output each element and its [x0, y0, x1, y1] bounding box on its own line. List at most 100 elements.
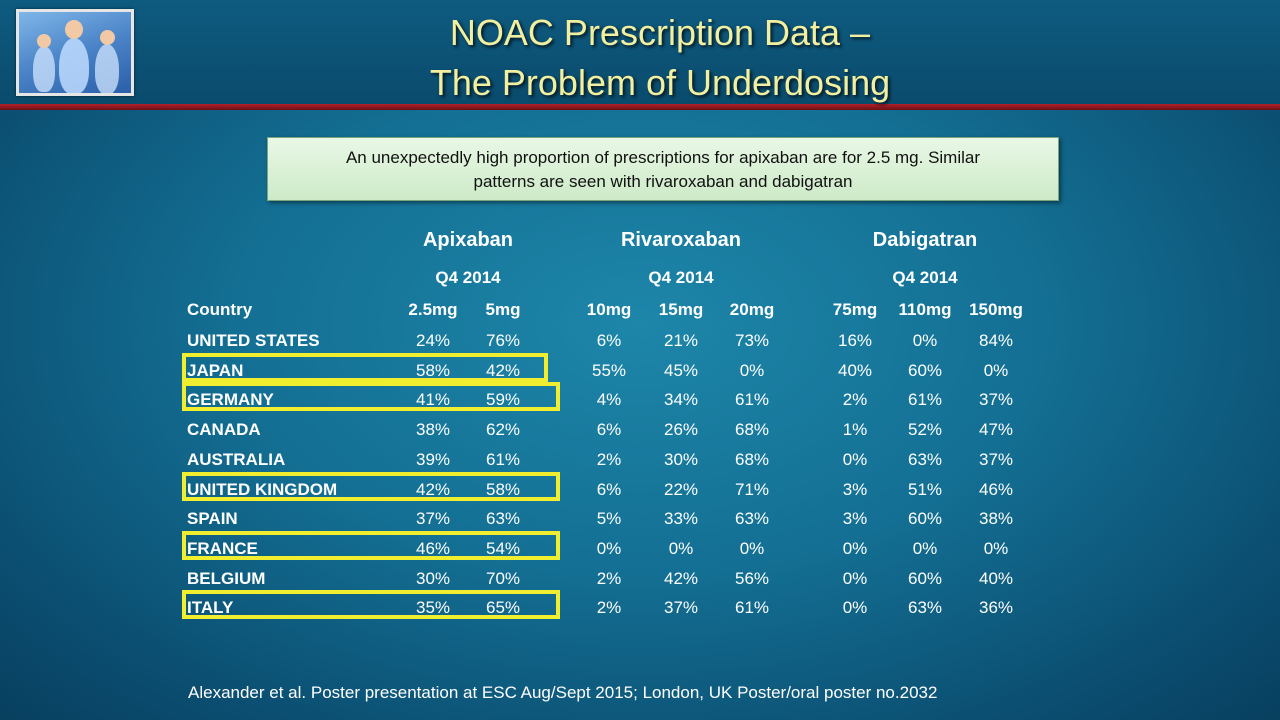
country-name: ITALY [187, 598, 234, 617]
table-cell: 2% [596, 450, 622, 469]
drug-header-dabigatran: Dabigatran [872, 229, 978, 251]
table-cell: 0% [842, 598, 868, 617]
dose-header: 150mg [969, 300, 1023, 319]
table-cell: 46% [978, 480, 1014, 499]
table-cell: 24% [415, 331, 451, 350]
dose-header: 15mg [658, 300, 704, 319]
table-cell: 58% [415, 361, 451, 380]
table-cell: 37% [415, 509, 451, 528]
table-cell: 0% [668, 539, 694, 558]
dose-header: 2.5mg [408, 300, 458, 319]
dose-header: 20mg [729, 300, 775, 319]
table-cell: 6% [596, 331, 622, 350]
table-cell: 3% [842, 480, 868, 499]
table-cell: 21% [663, 331, 699, 350]
table-cell: 26% [663, 420, 699, 439]
table-cell: 47% [978, 420, 1014, 439]
table-cell: 55% [591, 361, 627, 380]
table-cell: 37% [978, 390, 1014, 409]
table-cell: 68% [734, 450, 770, 469]
table-cell: 6% [596, 420, 622, 439]
title-bar [0, 0, 1280, 104]
table-cell: 38% [978, 509, 1014, 528]
table-cell: 61% [907, 390, 943, 409]
table-cell: 0% [842, 450, 868, 469]
table-cell: 0% [912, 331, 938, 350]
table-cell: 42% [415, 480, 451, 499]
period-header: Q4 2014 [648, 268, 714, 287]
table-cell: 63% [907, 598, 943, 617]
table-cell: 59% [485, 390, 521, 409]
table-cell: 60% [907, 509, 943, 528]
table-cell: 61% [734, 598, 770, 617]
highlight-box [182, 472, 560, 501]
header-divider [0, 104, 1280, 110]
table-cell: 76% [485, 331, 521, 350]
callout-line-2: patterns are seen with rivaroxaban and d… [473, 172, 853, 191]
country-name: CANADA [187, 420, 261, 439]
table-cell: 0% [983, 361, 1009, 380]
table-cell: 4% [596, 390, 622, 409]
table-cell: 33% [663, 509, 699, 528]
table-cell: 62% [485, 420, 521, 439]
citation-footer: Alexander et al. Poster presentation at … [188, 683, 938, 702]
country-column-header: Country [187, 300, 253, 319]
country-name: FRANCE [187, 539, 258, 558]
table-cell: 30% [415, 569, 451, 588]
callout-line-1: An unexpectedly high proportion of presc… [345, 148, 981, 167]
table-cell: 70% [485, 569, 521, 588]
table-cell: 45% [663, 361, 699, 380]
highlight-box [182, 531, 560, 560]
country-name: GERMANY [187, 390, 274, 409]
table-cell: 56% [734, 569, 770, 588]
table-cell: 36% [978, 598, 1014, 617]
table-cell: 0% [983, 539, 1009, 558]
dose-header: 110mg [898, 300, 952, 319]
dose-header: 5mg [485, 300, 521, 319]
country-name: AUSTRALIA [187, 450, 286, 469]
table-cell: 63% [734, 509, 770, 528]
table-cell: 5% [596, 509, 622, 528]
table-cell: 40% [978, 569, 1014, 588]
table-cell: 0% [596, 539, 622, 558]
table-cell: 37% [663, 598, 699, 617]
country-name: UNITED STATES [187, 331, 320, 350]
highlight-box [182, 382, 560, 411]
slide-title-line-1: NOAC Prescription Data – [449, 12, 871, 53]
table-cell: 41% [415, 390, 451, 409]
slide-title-line-2: The Problem of Underdosing [429, 62, 891, 103]
table-cell: 2% [842, 390, 868, 409]
table-cell: 38% [415, 420, 451, 439]
table-cell: 40% [837, 361, 873, 380]
table-cell: 0% [739, 539, 765, 558]
table-cell: 60% [907, 569, 943, 588]
table-cell: 34% [663, 390, 699, 409]
slide-title: NOAC Prescription Data – The Problem of … [300, 8, 1020, 108]
table-cell: 68% [734, 420, 770, 439]
country-name: UNITED KINGDOM [187, 480, 338, 499]
table-cell: 2% [596, 569, 622, 588]
table-cell: 2% [596, 598, 622, 617]
table-cell: 22% [663, 480, 699, 499]
callout-box: An unexpectedly high proportion of presc… [267, 137, 1059, 201]
table-cell: 37% [978, 450, 1014, 469]
table-cell: 6% [596, 480, 622, 499]
table-cell: 61% [485, 450, 521, 469]
table-cell: 42% [485, 361, 521, 380]
table-cell: 51% [907, 480, 943, 499]
highlight-box [182, 353, 548, 382]
table-cell: 0% [739, 361, 765, 380]
table-cell: 16% [837, 331, 873, 350]
drug-header-apixaban: Apixaban [422, 229, 514, 251]
table-cell: 65% [485, 598, 521, 617]
dose-header: 10mg [586, 300, 632, 319]
country-name: JAPAN [187, 361, 244, 380]
table-cell: 30% [663, 450, 699, 469]
table-cell: 73% [734, 331, 770, 350]
country-name: BELGIUM [187, 569, 266, 588]
table-cell: 0% [912, 539, 938, 558]
dose-header: 75mg [832, 300, 878, 319]
table-cell: 63% [907, 450, 943, 469]
table-cell: 84% [978, 331, 1014, 350]
table-cell: 0% [842, 539, 868, 558]
